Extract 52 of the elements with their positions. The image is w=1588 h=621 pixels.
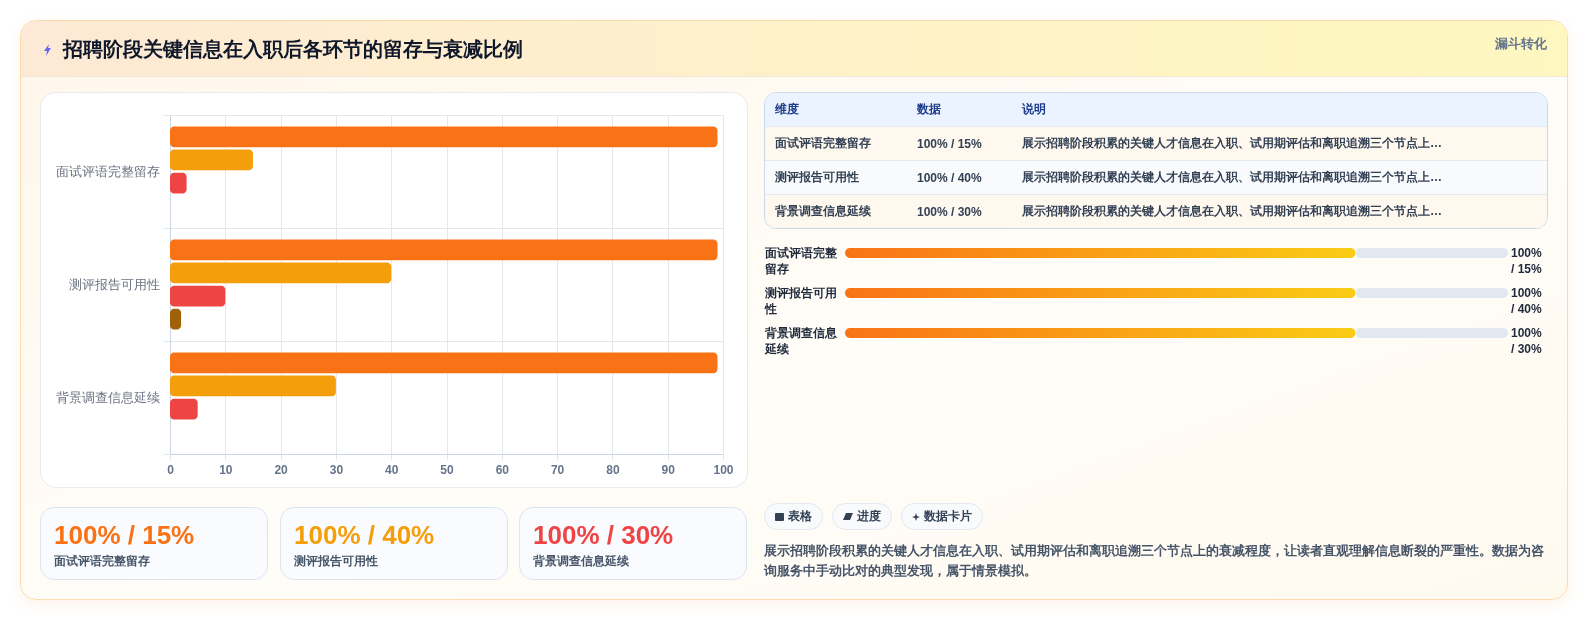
text: 100% / 40% [1511,286,1543,316]
y-tick-label: 测评报告可用性 [763,286,837,316]
text: 展示招聘阶段积累的关键人才信息在入职、试用期评估和离职追溯三个节点上… [1021,203,1443,220]
bar [170,262,392,284]
bar [170,149,253,171]
x-tick-label: 100 [713,462,734,477]
x-tick-label: 80 [606,462,620,477]
x-tick-label: 50 [440,462,454,477]
text: 背景调查信息延续 [774,203,872,220]
category-label: 进度 [857,508,881,525]
bar [170,352,718,374]
text: 100% / 15% [54,520,195,550]
category-label: 测评报告可用性 [294,553,378,569]
x-tick-label: 90 [661,462,676,477]
bar [170,239,718,261]
bar [170,375,336,397]
category-label: 背景调查信息延续 [533,553,629,569]
category-label: 说明 [1021,101,1047,118]
text: 100% / 15% [1511,246,1543,276]
bar [170,126,718,148]
text: 100% / 40% [916,170,983,185]
text: 面试评语完整留存 [774,135,872,152]
x-tick-label: 40 [385,462,399,477]
y-tick-label: 背景调查信息延续 [55,390,160,405]
y-tick-label: 测评报告可用性 [68,277,160,292]
text: 100% / 30% [533,520,674,550]
x-tick-label: 20 [274,462,289,477]
category-label: 数据卡片 [924,508,972,525]
category-label: 数据 [916,101,942,118]
bar [170,398,198,420]
x-tick-label: 10 [219,462,233,477]
text: 漏斗转化 [1495,36,1547,52]
y-tick-label: 面试评语完整留存 [763,246,838,276]
text: 展示招聘阶段积累的关键人才信息在入职、试用期评估和离职追溯三个节点上的衰减程度，让读者直观理解信息断裂的严重性。数据为咨询服务中手动比对的典型发现，属于情景模拟。 [764,542,1545,580]
text: 测评报告可用性 [774,169,860,186]
text: 展示招聘阶段积累的关键人才信息在入职、试用期评估和离职追溯三个节点上… [1021,169,1443,186]
chart-title: 招聘阶段关键信息在入职后各环节的留存与衰减比例 [63,37,523,62]
text: 展示招聘阶段积累的关键人才信息在入职、试用期评估和离职追溯三个节点上… [1021,135,1443,152]
y-tick-label: 背景调查信息延续 [763,326,838,356]
category-label: 表格 [788,508,812,525]
x-tick-label: 30 [329,462,344,477]
x-tick-label: 0 [167,462,175,477]
text: 100% / 30% [1511,326,1543,356]
text: 100% / 30% [916,204,983,219]
category-label: 维度 [774,101,800,118]
text: 100% / 15% [916,136,983,151]
bar [170,172,187,194]
text: 100% / 40% [294,520,435,550]
y-tick-label: 面试评语完整留存 [55,164,160,179]
x-tick-label: 60 [495,462,510,477]
x-tick-label: 70 [550,462,565,477]
bar [170,285,226,307]
